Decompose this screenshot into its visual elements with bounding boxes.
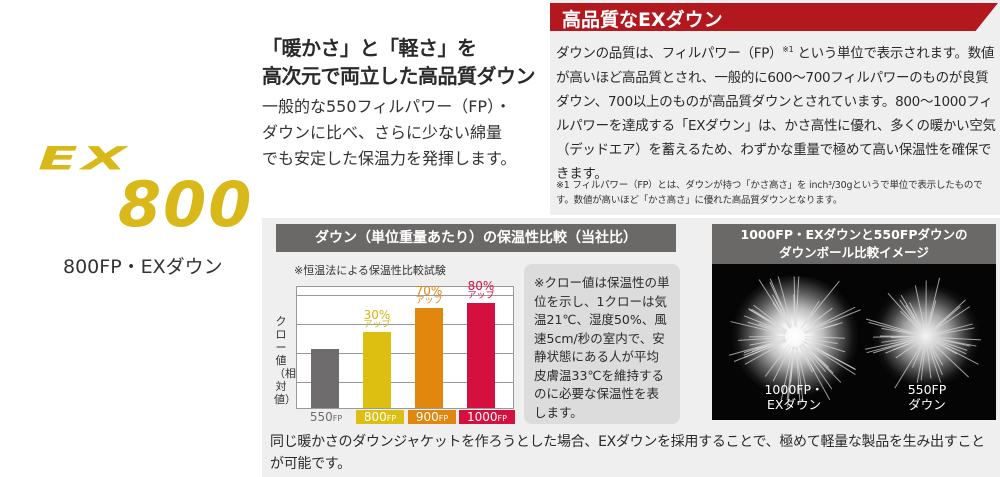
- logo-800-mark: 800: [118, 168, 254, 241]
- annotation-word: アップ: [363, 320, 391, 330]
- caption-1000fp: 1000FP・ EXダウン: [734, 382, 854, 412]
- intro-headline-1: 「暖かさ」と「軽さ」を: [262, 36, 477, 60]
- x-label-unit: FP: [438, 414, 449, 423]
- annotation-percent: 80%: [467, 279, 495, 293]
- bar-annotation-900fp: 70% アップ: [404, 284, 454, 306]
- chart-subnote: ※恒温法による保温性比較試験: [294, 264, 446, 277]
- intro-headline-2: 高次元で両立した高品質ダウン: [262, 64, 536, 88]
- caption-line: 1000FP・: [764, 382, 824, 397]
- bar-800fp: [363, 332, 391, 408]
- quality-paragraph-part1: ダウンの品質は、フィルパワー（FP）: [556, 45, 783, 62]
- x-label-900fp: 900FP: [408, 410, 456, 424]
- gridline: [297, 295, 513, 296]
- intro-body-line-1: 一般的な550フィルパワー（FP）・: [262, 97, 512, 116]
- clo-value-note: ※クロー値は保温性の単位を示し、1クローは気温21℃、湿度50%、風速5cm/秒…: [524, 264, 680, 424]
- annotation-percent: 70%: [415, 284, 443, 298]
- bar-900fp: [415, 308, 443, 408]
- bar-550fp: [311, 349, 339, 408]
- comparison-section: ダウン（単位重量あたり）の保温性比較（当社比） ※恒温法による保温性比較試験 ク…: [262, 218, 1000, 477]
- x-label-number: 900: [415, 410, 439, 424]
- down-ball-comparison-image: 1000FP・EXダウンと550FPダウンの ダウンボール比較イメージ 1000…: [712, 224, 996, 420]
- quality-paragraph-part2: という単位で表示されます。数値が高いほど高品質とされ、一般的に600〜700フィ…: [556, 45, 996, 182]
- caption-line: EXダウン: [767, 397, 821, 412]
- intro-body-line-2: ダウンに比べ、さらに少ない綿量: [262, 123, 503, 142]
- x-label-number: 800: [363, 410, 387, 424]
- conclusion-text: 同じ暖かさのダウンジャケットを作ろうとした場合、EXダウンを採用することで、極め…: [270, 434, 985, 472]
- intro-block: 「暖かさ」と「軽さ」を 高次元で両立した高品質ダウン 一般的な550フィルパワー…: [262, 34, 552, 172]
- ex800-logo: EX 800 800FP・EXダウン: [18, 140, 258, 280]
- bar-annotation-1000fp: 80% アップ: [456, 279, 506, 301]
- caption-550fp: 550FP ダウン: [867, 382, 987, 412]
- chart-y-axis-label: クロー値（相対値）: [274, 315, 296, 406]
- x-label-unit: FP: [332, 414, 343, 423]
- photo-title-line-2: ダウンボール比較イメージ: [779, 245, 929, 260]
- fill-power-footnote: ※1 フィルパワー（FP）とは、ダウンが持つ「かさ高さ」を inch³/30gと…: [556, 180, 983, 206]
- logo-caption: 800FP・EXダウン: [63, 256, 223, 278]
- gridline: [297, 353, 513, 354]
- bar-1000fp: [467, 303, 495, 408]
- photo-panel-title: 1000FP・EXダウンと550FPダウンの ダウンボール比較イメージ: [712, 224, 996, 264]
- annotation-percent: 30%: [363, 308, 391, 322]
- quality-panel: 高品質なEXダウン ダウンの品質は、フィルパワー（FP）※1 という単位で表示さ…: [550, 0, 1000, 215]
- x-label-number: 550: [309, 410, 333, 424]
- intro-body: 一般的な550フィルパワー（FP）・ ダウンに比べ、さらに少ない綿量 でも安定し…: [262, 94, 552, 172]
- logo-ex-mark: EX: [38, 140, 131, 178]
- x-label-800fp: 800FP: [356, 410, 404, 424]
- x-label-unit: FP: [386, 414, 397, 423]
- quality-banner: 高品質なEXダウン: [550, 3, 998, 31]
- caption-line: ダウン: [908, 397, 946, 412]
- annotation-word: アップ: [415, 296, 443, 306]
- gridline: [297, 382, 513, 383]
- gridline: [297, 324, 513, 325]
- annotation-word: アップ: [467, 291, 495, 301]
- x-label-1000fp: 1000FP: [459, 410, 515, 424]
- footnote-ref: ※1: [782, 45, 794, 54]
- bar-chart-plot: 30% アップ 70% アップ 80% アップ: [296, 280, 514, 409]
- caption-line: 550FP: [907, 382, 947, 397]
- intro-body-line-3: でも安定した保温力を発揮します。: [262, 149, 517, 168]
- chart-title: ダウン（単位重量あたり）の保温性比較（当社比）: [276, 224, 676, 252]
- x-label-unit: FP: [497, 414, 507, 423]
- x-label-number: 1000: [467, 410, 498, 424]
- photo-title-line-1: 1000FP・EXダウンと550FPダウンの: [740, 227, 968, 242]
- x-label-550fp: 550FP: [306, 410, 346, 424]
- bar-annotation-800fp: 30% アップ: [352, 308, 402, 330]
- quality-banner-title: 高品質なEXダウン: [562, 9, 723, 31]
- quality-paragraph: ダウンの品質は、フィルパワー（FP）※1 という単位で表示されます。数値が高いほ…: [556, 38, 996, 186]
